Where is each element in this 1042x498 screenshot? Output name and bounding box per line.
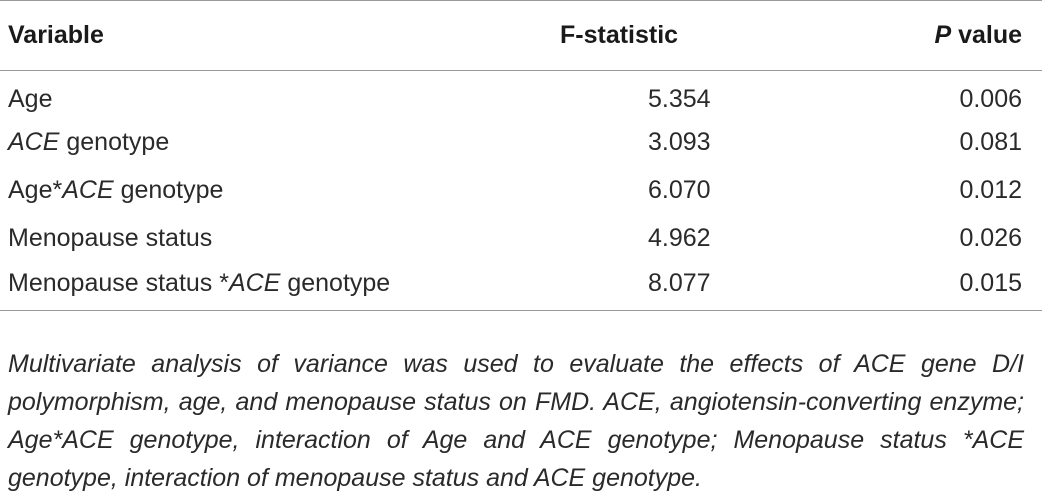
row-p-value: 0.081	[959, 128, 1022, 156]
row-variable-post: genotype	[59, 128, 170, 156]
header-f-statistic: F-statistic	[560, 21, 679, 49]
table-body: Age 5.354 0.006 ACE genotype 3.093 0.081…	[0, 71, 1042, 311]
row-variable-pre: Age	[8, 85, 53, 114]
row-variable-italic: ACE	[62, 176, 114, 204]
table-footnote: Multivariate analysis of variance was us…	[8, 350, 1024, 492]
table-row: Age*ACE genotype 6.070 0.012	[0, 167, 1042, 215]
header-p-rest: value	[951, 21, 1022, 49]
row-f-statistic: 3.093	[648, 128, 711, 156]
row-variable-italic: ACE	[228, 268, 281, 297]
results-table-container: Variable F-statistic P value Age 5.354 0…	[0, 0, 1042, 311]
header-p-value: P value	[773, 1, 1042, 71]
header-p-italic: P	[934, 21, 952, 49]
row-variable-post: genotype	[280, 268, 391, 297]
table-row: ACE genotype 3.093 0.081	[0, 119, 1042, 167]
row-f-statistic: 5.354	[648, 85, 711, 114]
table-row: Menopause status 4.962 0.026	[0, 215, 1042, 263]
row-variable-pre: Menopause status	[8, 224, 213, 252]
row-p-value: 0.006	[959, 85, 1022, 114]
table-row: Menopause status *ACE genotype 8.077 0.0…	[0, 262, 1042, 311]
table-header: Variable F-statistic P value	[0, 0, 1042, 71]
row-variable-pre: Menopause status *	[8, 268, 229, 297]
row-p-value: 0.012	[959, 176, 1022, 204]
row-variable: Menopause status	[0, 215, 560, 263]
header-row: Variable F-statistic P value	[0, 0, 1042, 71]
row-p-value: 0.015	[773, 262, 1042, 311]
row-variable: ACE genotype	[0, 119, 560, 167]
row-variable-pre: Age*	[8, 176, 63, 204]
row-f-statistic: 4.962	[648, 224, 711, 252]
row-p-value: 0.026	[959, 224, 1022, 252]
row-variable-post: genotype	[113, 176, 224, 204]
row-variable: Age	[0, 71, 560, 119]
row-f-statistic: 6.070	[648, 176, 711, 204]
row-variable-italic: ACE	[8, 128, 60, 156]
table-row: Age 5.354 0.006	[0, 71, 1042, 119]
row-variable: Age*ACE genotype	[0, 167, 560, 215]
header-variable: Variable	[8, 21, 104, 49]
results-table: Variable F-statistic P value Age 5.354 0…	[0, 0, 1042, 311]
row-variable: Menopause status *ACE genotype	[0, 262, 560, 311]
row-f-statistic: 8.077	[560, 262, 773, 311]
